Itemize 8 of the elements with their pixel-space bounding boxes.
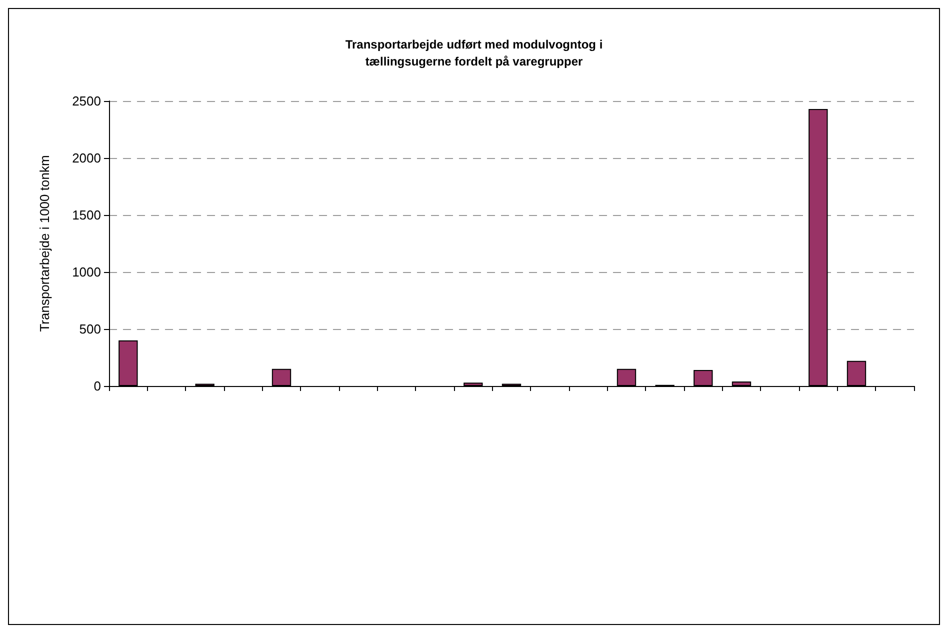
y-tick-label: 2000 [72,150,101,166]
y-tick-label: 1500 [72,208,101,222]
y-tick-label: 500 [79,322,101,336]
y-tick-label: 1000 [72,264,101,280]
y-tick-label: 2500 [72,94,101,108]
y-tick-label: 0 [94,378,101,394]
y-axis-title: Transportarbejde i 1000 tonkm [37,155,52,332]
chart-title: Transportarbejde udført med modulvogntog i tællingsugerne fordelt på varegrupper [345,38,603,68]
